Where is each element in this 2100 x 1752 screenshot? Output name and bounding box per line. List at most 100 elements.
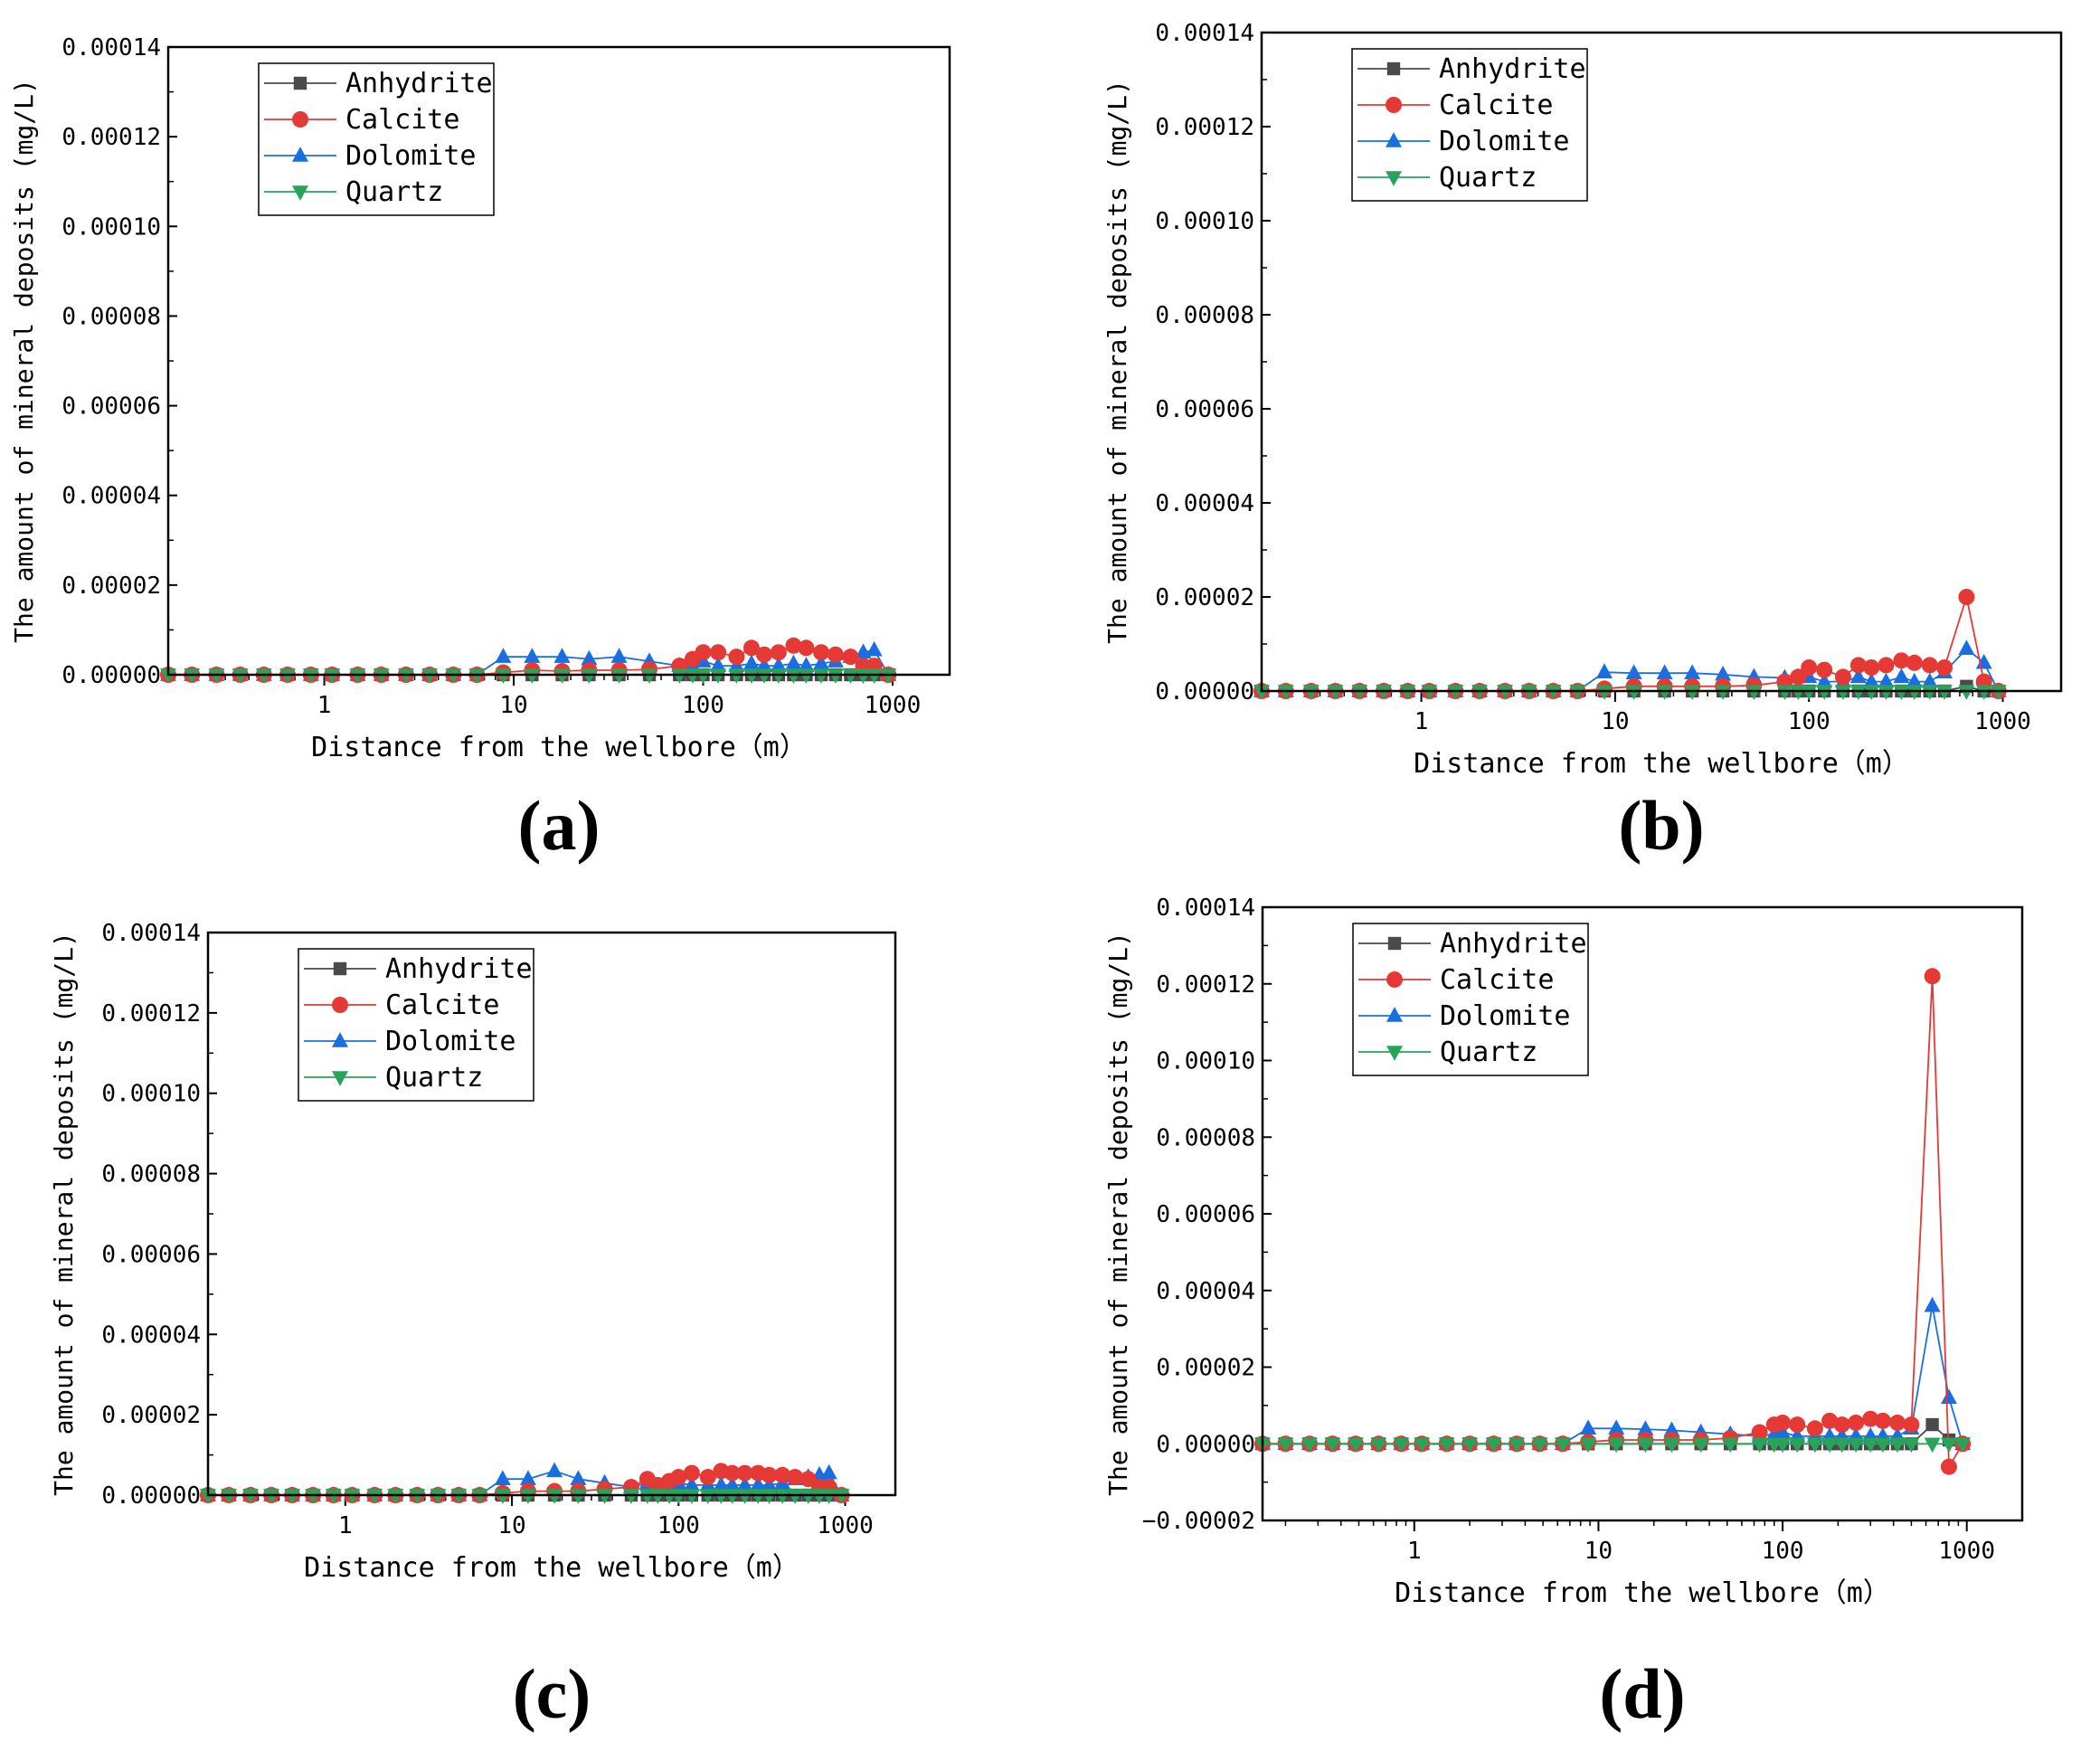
y-tick-label: 0.00000 [1155, 678, 1254, 706]
panel-a: 0.00000 0.00002 0.00004 0.00006 0.00008 0.000… [0, 0, 1050, 878]
legend-marker-quartz [1386, 1046, 1403, 1061]
data-point-quartz [255, 668, 272, 684]
data-point-dolomite [495, 648, 512, 663]
data-point-quartz [553, 668, 571, 684]
data-point-quartz [736, 1489, 753, 1504]
data-point-quartz [1893, 685, 1910, 700]
legend-label-calcite: Calcite [1440, 964, 1554, 996]
chart-4: −0.00002 0.00000 0.00002 0.00004 0.00006 0.00… [1103, 895, 2024, 1609]
data-point-dolomite [519, 1470, 536, 1485]
legend-marker-quartz [332, 1071, 348, 1086]
y-tick-label: 0.00014 [61, 34, 161, 62]
data-point-dolomite [1958, 639, 1975, 655]
data-point-quartz [284, 1489, 301, 1504]
data-point-quartz [1608, 1437, 1625, 1454]
data-point-dolomite [1684, 664, 1701, 679]
data-point-quartz [1447, 685, 1464, 700]
x-tick-label: 10 [1601, 708, 1629, 735]
data-point-quartz [1751, 1437, 1768, 1454]
plot-frame [166, 45, 951, 677]
data-point-quartz [1554, 1437, 1571, 1454]
data-point-dolomite [494, 1470, 511, 1485]
data-point-quartz [743, 668, 760, 684]
y-tick-label: 0.00012 [1155, 114, 1254, 141]
data-point-calcite [774, 1466, 791, 1483]
data-point-quartz [160, 668, 176, 684]
data-point-quartz [1625, 685, 1642, 700]
legend-marker-calcite [1386, 971, 1403, 988]
data-point-calcite [1924, 968, 1941, 985]
y-tick-label: 0.00014 [101, 920, 201, 947]
data-point-quartz [596, 1489, 613, 1504]
data-point-quartz [324, 668, 341, 684]
data-point-calcite [695, 644, 712, 661]
data-point-quartz [1376, 685, 1393, 700]
data-point-quartz [1347, 1437, 1364, 1454]
data-point-dolomite [1906, 672, 1923, 688]
data-point-calcite [1863, 659, 1880, 676]
data-point-quartz [1806, 1437, 1823, 1454]
data-point-dolomite [750, 1475, 767, 1492]
y-tick-label: 0.00002 [1155, 584, 1254, 611]
data-point-quartz [770, 668, 787, 684]
data-point-dolomite [1924, 1296, 1941, 1312]
data-point-quartz [1776, 685, 1793, 700]
data-point-calcite [755, 646, 772, 663]
data-point-quartz [670, 1489, 687, 1504]
data-point-quartz [208, 668, 225, 684]
data-point-quartz [450, 1489, 468, 1504]
legend: Anhydrite Calcite Dolomite Quartz [1352, 923, 1589, 1076]
legend-marker-calcite [1386, 97, 1402, 113]
data-point-dolomite [1715, 665, 1732, 681]
data-point-calcite [1834, 668, 1851, 686]
data-point-calcite [1833, 1416, 1850, 1434]
data-point-dolomite [820, 1463, 837, 1480]
data-point-quartz [494, 1489, 511, 1504]
data-point-dolomite [713, 1475, 730, 1492]
x-tick-label: 1 [338, 1512, 353, 1539]
data-point-dolomite [546, 1462, 563, 1478]
data-point-calcite [1789, 1416, 1806, 1434]
data-point-dolomite [743, 654, 760, 670]
data-point-calcite [813, 644, 830, 661]
data-point-quartz [827, 668, 844, 684]
data-point-quartz [1656, 685, 1673, 700]
data-point-anhydrite [1925, 1417, 1939, 1432]
data-point-quartz [1580, 1437, 1597, 1454]
legend-label-quartz: Quartz [385, 1062, 483, 1094]
plot-frame [1261, 905, 2024, 1522]
data-point-quartz [695, 668, 712, 684]
chart-1: 0.00000 0.00002 0.00004 0.00006 0.00008 0.000… [9, 34, 951, 763]
data-point-quartz [820, 1489, 837, 1504]
data-point-calcite [1903, 1416, 1920, 1434]
data-point-quartz [1863, 685, 1880, 700]
legend-marker-dolomite [1386, 132, 1402, 147]
data-point-quartz [724, 1489, 741, 1504]
data-point-quartz [1790, 685, 1807, 700]
y-axis-title: The amount of mineral deposits (mg/L) [1103, 932, 1133, 1496]
data-point-dolomite [1893, 668, 1910, 684]
data-point-dolomite [710, 657, 727, 672]
data-point-calcite [1940, 1458, 1957, 1475]
data-point-quartz [1461, 1437, 1479, 1454]
data-point-quartz [649, 1489, 667, 1504]
legend-label-anhydrite: Anhydrite [385, 953, 533, 985]
data-point-calcite [1878, 657, 1895, 674]
data-point-quartz [305, 1489, 322, 1504]
data-point-quartz [221, 1489, 238, 1504]
data-point-quartz [1722, 1437, 1739, 1454]
data-point-calcite [785, 637, 802, 654]
data-point-quartz [325, 1489, 342, 1504]
data-point-quartz [263, 1489, 280, 1504]
data-point-quartz [1277, 1437, 1294, 1454]
data-point-quartz [774, 1489, 791, 1504]
y-tick-label: 0.00002 [1156, 1355, 1255, 1382]
data-point-dolomite [736, 1475, 753, 1492]
y-tick-label: 0.00010 [101, 1081, 201, 1108]
y-axis-title: The amount of mineral deposits (mg/L) [9, 79, 39, 643]
data-point-quartz [1862, 1437, 1879, 1454]
data-point-quartz [1253, 685, 1270, 700]
data-point-quartz [1509, 1437, 1526, 1454]
chart-2: 0.00000 0.00002 0.00004 0.00006 0.00008 0.000… [1102, 20, 2063, 780]
legend-marker-anhydrite [1386, 62, 1401, 76]
